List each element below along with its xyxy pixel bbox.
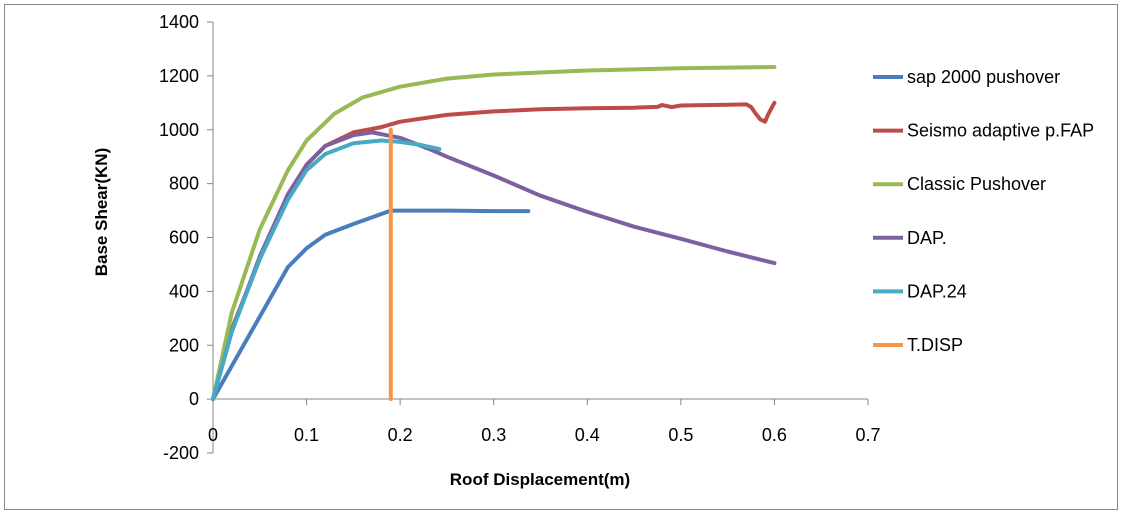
y-tick-group: -200 0 200 400 600 800 1000 1200 1400	[159, 12, 213, 463]
series-line-5	[211, 138, 442, 402]
series-line-1	[211, 208, 531, 402]
x-tick-label: 0.2	[388, 425, 413, 445]
y-tick-label: 800	[169, 174, 199, 194]
x-axis-title: Roof Displacement(m)	[450, 470, 630, 489]
x-tick-label: 0.1	[294, 425, 319, 445]
x-tick-label: 0.7	[855, 425, 880, 445]
y-tick-label: 400	[169, 281, 199, 301]
series-line-3	[211, 65, 777, 402]
x-tick-label: 0.4	[575, 425, 600, 445]
series-line-4	[211, 130, 777, 402]
x-tick-label: 0.6	[762, 425, 787, 445]
series-group	[211, 65, 777, 402]
y-tick-label: -200	[163, 443, 199, 463]
legend-label-2: Seismo adaptive p.FAP	[907, 121, 1094, 141]
y-tick-label: 0	[189, 389, 199, 409]
legend-label-4: DAP.	[907, 228, 947, 248]
legend-label-5: DAP.24	[907, 281, 967, 301]
y-tick-label: 200	[169, 335, 199, 355]
x-tick-label: 0.5	[668, 425, 693, 445]
legend-label-6: T.DISP	[907, 335, 963, 355]
x-tick-label: 0	[208, 425, 218, 445]
chart-frame	[4, 4, 1118, 510]
legend: sap 2000 pushover Seismo adaptive p.FAP Cl…	[873, 67, 1094, 355]
x-tick-label: 0.3	[481, 425, 506, 445]
y-tick-label: 1000	[159, 120, 199, 140]
y-axis-title: Base Shear(KN)	[92, 148, 111, 277]
y-tick-label: 1200	[159, 66, 199, 86]
legend-label-1: sap 2000 pushover	[907, 67, 1060, 87]
series-line-2	[211, 100, 777, 402]
x-tick-group: 0 0.1 0.2 0.3 0.4 0.5 0.6 0.7	[208, 399, 881, 445]
y-tick-label: 1400	[159, 12, 199, 32]
legend-label-3: Classic Pushover	[907, 174, 1046, 194]
y-tick-label: 600	[169, 228, 199, 248]
